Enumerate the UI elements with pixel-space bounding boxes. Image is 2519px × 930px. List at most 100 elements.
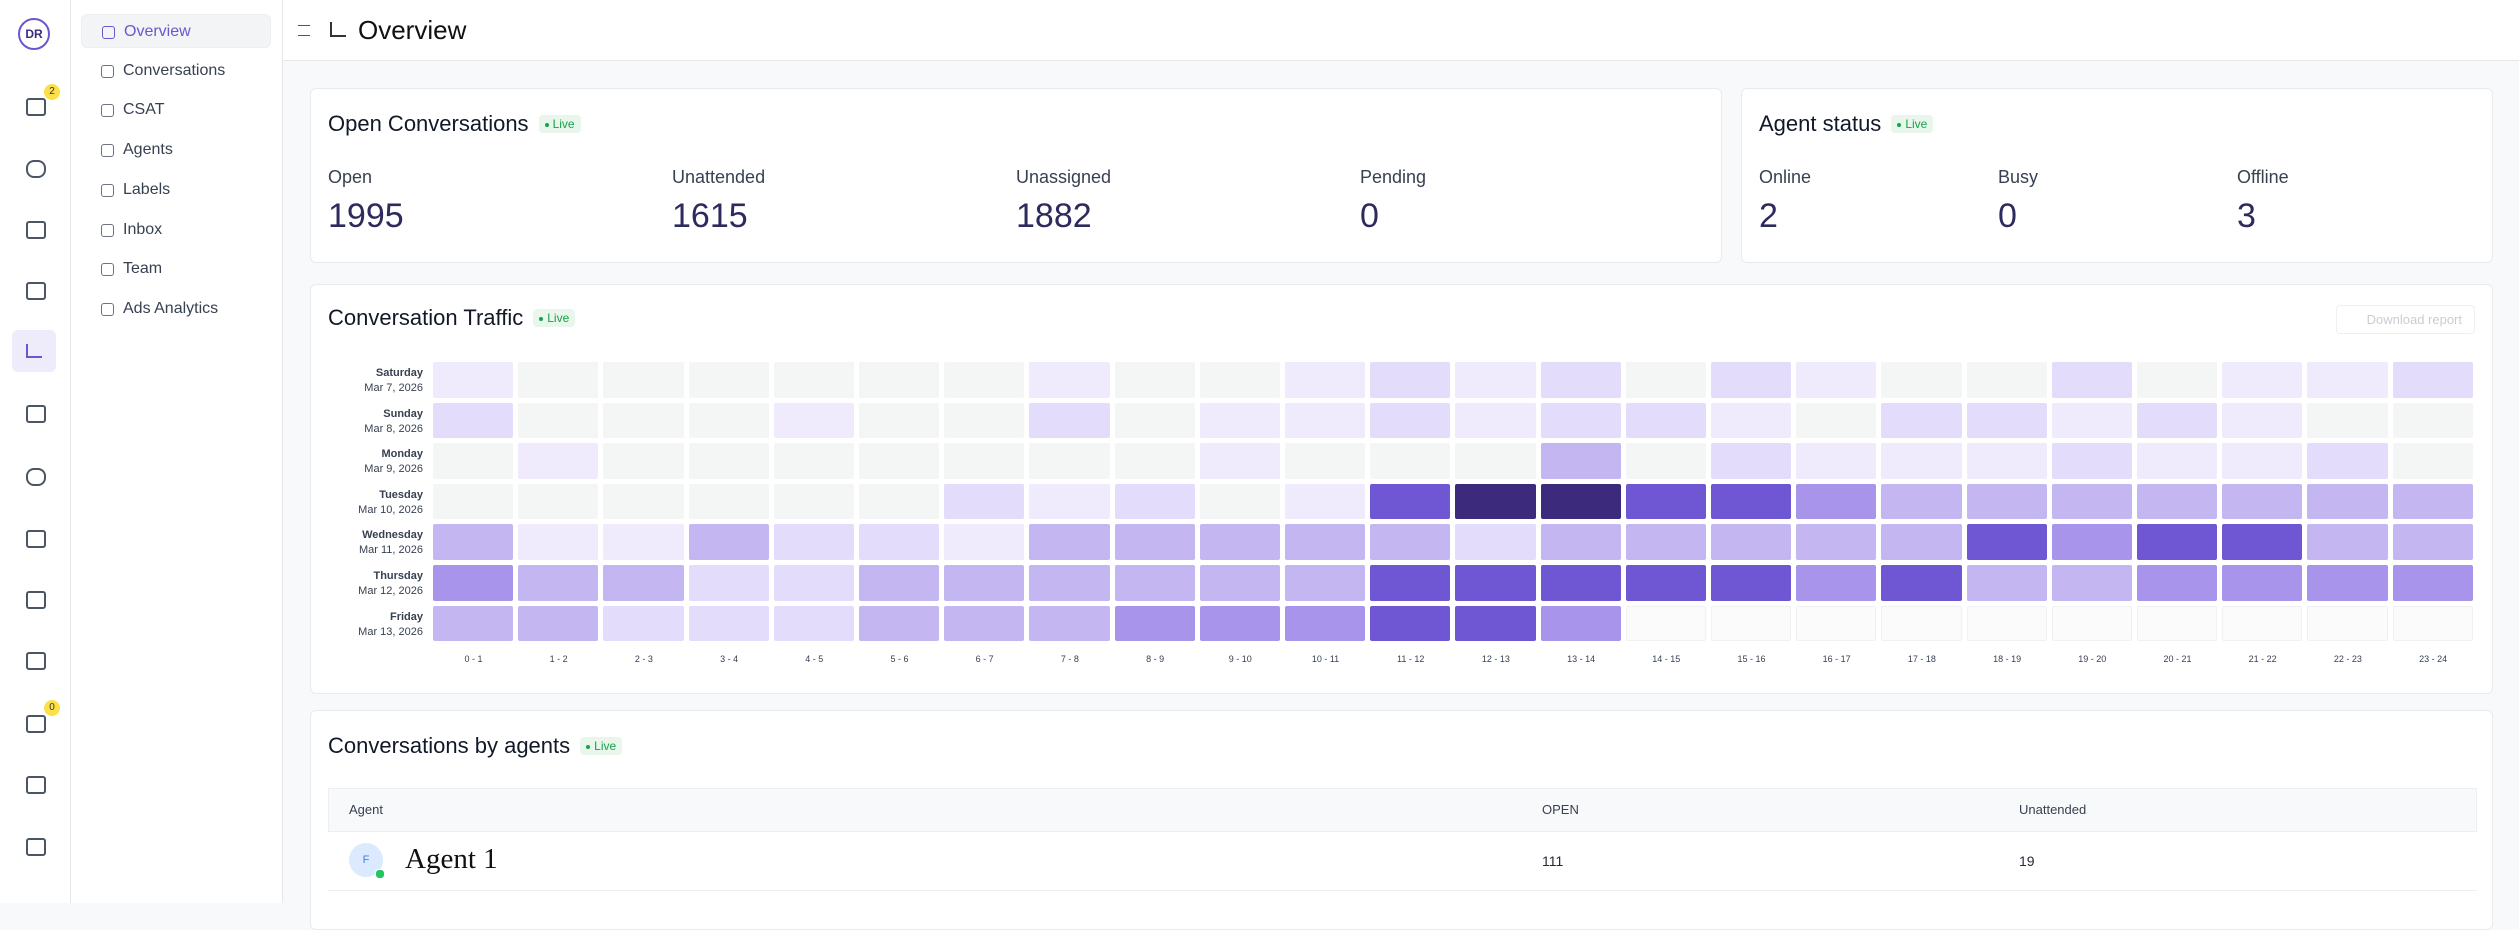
heat-cell[interactable] <box>1625 524 1706 560</box>
heat-cell[interactable] <box>1370 443 1451 479</box>
heat-cell[interactable] <box>433 402 514 439</box>
nav-item[interactable]: Overview <box>81 14 271 48</box>
heat-cell[interactable] <box>773 443 854 479</box>
heat-cell[interactable] <box>433 565 514 601</box>
heat-cell[interactable] <box>2222 565 2303 601</box>
heat-cell[interactable] <box>433 605 514 642</box>
heat-cell[interactable] <box>944 524 1025 560</box>
heat-cell[interactable] <box>1625 565 1706 601</box>
nav-item[interactable]: Conversations <box>81 54 271 88</box>
heat-cell[interactable] <box>1966 565 2047 601</box>
logo[interactable]: DR <box>18 18 50 50</box>
heat-cell[interactable] <box>2307 362 2388 398</box>
heat-cell[interactable] <box>1625 402 1706 439</box>
heat-cell[interactable] <box>1370 524 1451 560</box>
heat-cell[interactable] <box>1711 362 1792 398</box>
heat-cell[interactable] <box>518 402 599 439</box>
heat-cell[interactable] <box>773 524 854 560</box>
heat-cell[interactable] <box>1881 483 1962 520</box>
heat-cell[interactable] <box>1796 362 1877 398</box>
heat-cell[interactable] <box>433 443 514 479</box>
campaign-icon[interactable] <box>26 405 46 423</box>
heat-cell[interactable] <box>859 565 940 601</box>
heat-cell[interactable] <box>1199 605 1280 642</box>
nav-item[interactable]: CSAT <box>81 93 271 127</box>
tasks-icon[interactable] <box>26 98 46 116</box>
heat-cell[interactable] <box>859 443 940 479</box>
heat-cell[interactable] <box>2222 483 2303 520</box>
heat-cell[interactable] <box>1881 443 1962 479</box>
heat-cell[interactable] <box>2051 483 2132 520</box>
heat-cell[interactable] <box>944 605 1025 642</box>
heat-cell[interactable] <box>1711 483 1792 520</box>
bank-icon[interactable] <box>26 776 46 794</box>
heat-cell[interactable] <box>1625 483 1706 520</box>
heat-cell[interactable] <box>603 524 684 560</box>
heat-cell[interactable] <box>2392 565 2473 601</box>
heat-cell[interactable] <box>2051 565 2132 601</box>
heat-cell[interactable] <box>2392 362 2473 398</box>
heat-cell[interactable] <box>1966 443 2047 479</box>
chat-icon[interactable] <box>26 160 46 178</box>
heat-cell[interactable] <box>1540 483 1621 520</box>
heat-cell[interactable] <box>2051 362 2132 398</box>
heat-cell[interactable] <box>1370 605 1451 642</box>
heat-cell[interactable] <box>2051 402 2132 439</box>
heat-cell[interactable] <box>688 443 769 479</box>
heat-cell[interactable] <box>773 402 854 439</box>
nav-item[interactable]: Team <box>81 252 271 286</box>
heat-cell[interactable] <box>1285 605 1366 642</box>
heat-cell[interactable] <box>2392 443 2473 479</box>
heat-cell[interactable] <box>688 402 769 439</box>
heat-cell[interactable] <box>1199 362 1280 398</box>
heat-cell[interactable] <box>1881 402 1962 439</box>
heat-cell[interactable] <box>2137 402 2218 439</box>
doc-icon[interactable] <box>26 591 46 609</box>
heat-cell[interactable] <box>518 524 599 560</box>
nav-item[interactable]: Agents <box>81 133 271 167</box>
heat-cell[interactable] <box>1881 362 1962 398</box>
heat-cell[interactable] <box>1455 605 1536 642</box>
heat-cell[interactable] <box>2137 483 2218 520</box>
heat-cell[interactable] <box>688 605 769 642</box>
heat-cell[interactable] <box>2307 524 2388 560</box>
heat-cell[interactable] <box>1540 605 1621 642</box>
heat-cell[interactable] <box>944 483 1025 520</box>
heat-cell[interactable] <box>944 362 1025 398</box>
heat-cell[interactable] <box>1114 362 1195 398</box>
heat-cell[interactable] <box>1540 524 1621 560</box>
heat-cell[interactable] <box>2392 524 2473 560</box>
heat-cell[interactable] <box>859 524 940 560</box>
heat-cell[interactable] <box>2392 483 2473 520</box>
heat-cell[interactable] <box>688 565 769 601</box>
heat-cell[interactable] <box>2051 524 2132 560</box>
heat-cell[interactable] <box>2137 565 2218 601</box>
heat-cell[interactable] <box>1625 362 1706 398</box>
heat-cell[interactable] <box>1199 483 1280 520</box>
heat-cell[interactable] <box>1455 443 1536 479</box>
heat-cell[interactable] <box>1966 362 2047 398</box>
heat-cell[interactable] <box>1540 362 1621 398</box>
heat-cell[interactable] <box>859 605 940 642</box>
heat-cell[interactable] <box>2051 443 2132 479</box>
heat-cell[interactable] <box>518 443 599 479</box>
heat-cell[interactable] <box>688 483 769 520</box>
settings-icon[interactable] <box>26 468 46 486</box>
heat-cell[interactable] <box>1966 483 2047 520</box>
heat-cell[interactable] <box>1540 565 1621 601</box>
download-button[interactable]: Download report <box>2335 305 2475 334</box>
heat-cell[interactable] <box>1029 402 1110 439</box>
heat-cell[interactable] <box>1370 402 1451 439</box>
heat-cell[interactable] <box>2307 402 2388 439</box>
heat-cell[interactable] <box>2137 524 2218 560</box>
heat-cell[interactable] <box>944 565 1025 601</box>
nav-item[interactable]: Labels <box>81 173 271 207</box>
heat-cell[interactable] <box>2222 362 2303 398</box>
nav-item[interactable]: Inbox <box>81 213 271 247</box>
heat-cell[interactable] <box>518 605 599 642</box>
heat-cell[interactable] <box>1881 524 1962 560</box>
heat-cell[interactable] <box>1370 483 1451 520</box>
heat-cell[interactable] <box>1029 524 1110 560</box>
heat-cell[interactable] <box>2307 443 2388 479</box>
heat-cell[interactable] <box>1455 524 1536 560</box>
